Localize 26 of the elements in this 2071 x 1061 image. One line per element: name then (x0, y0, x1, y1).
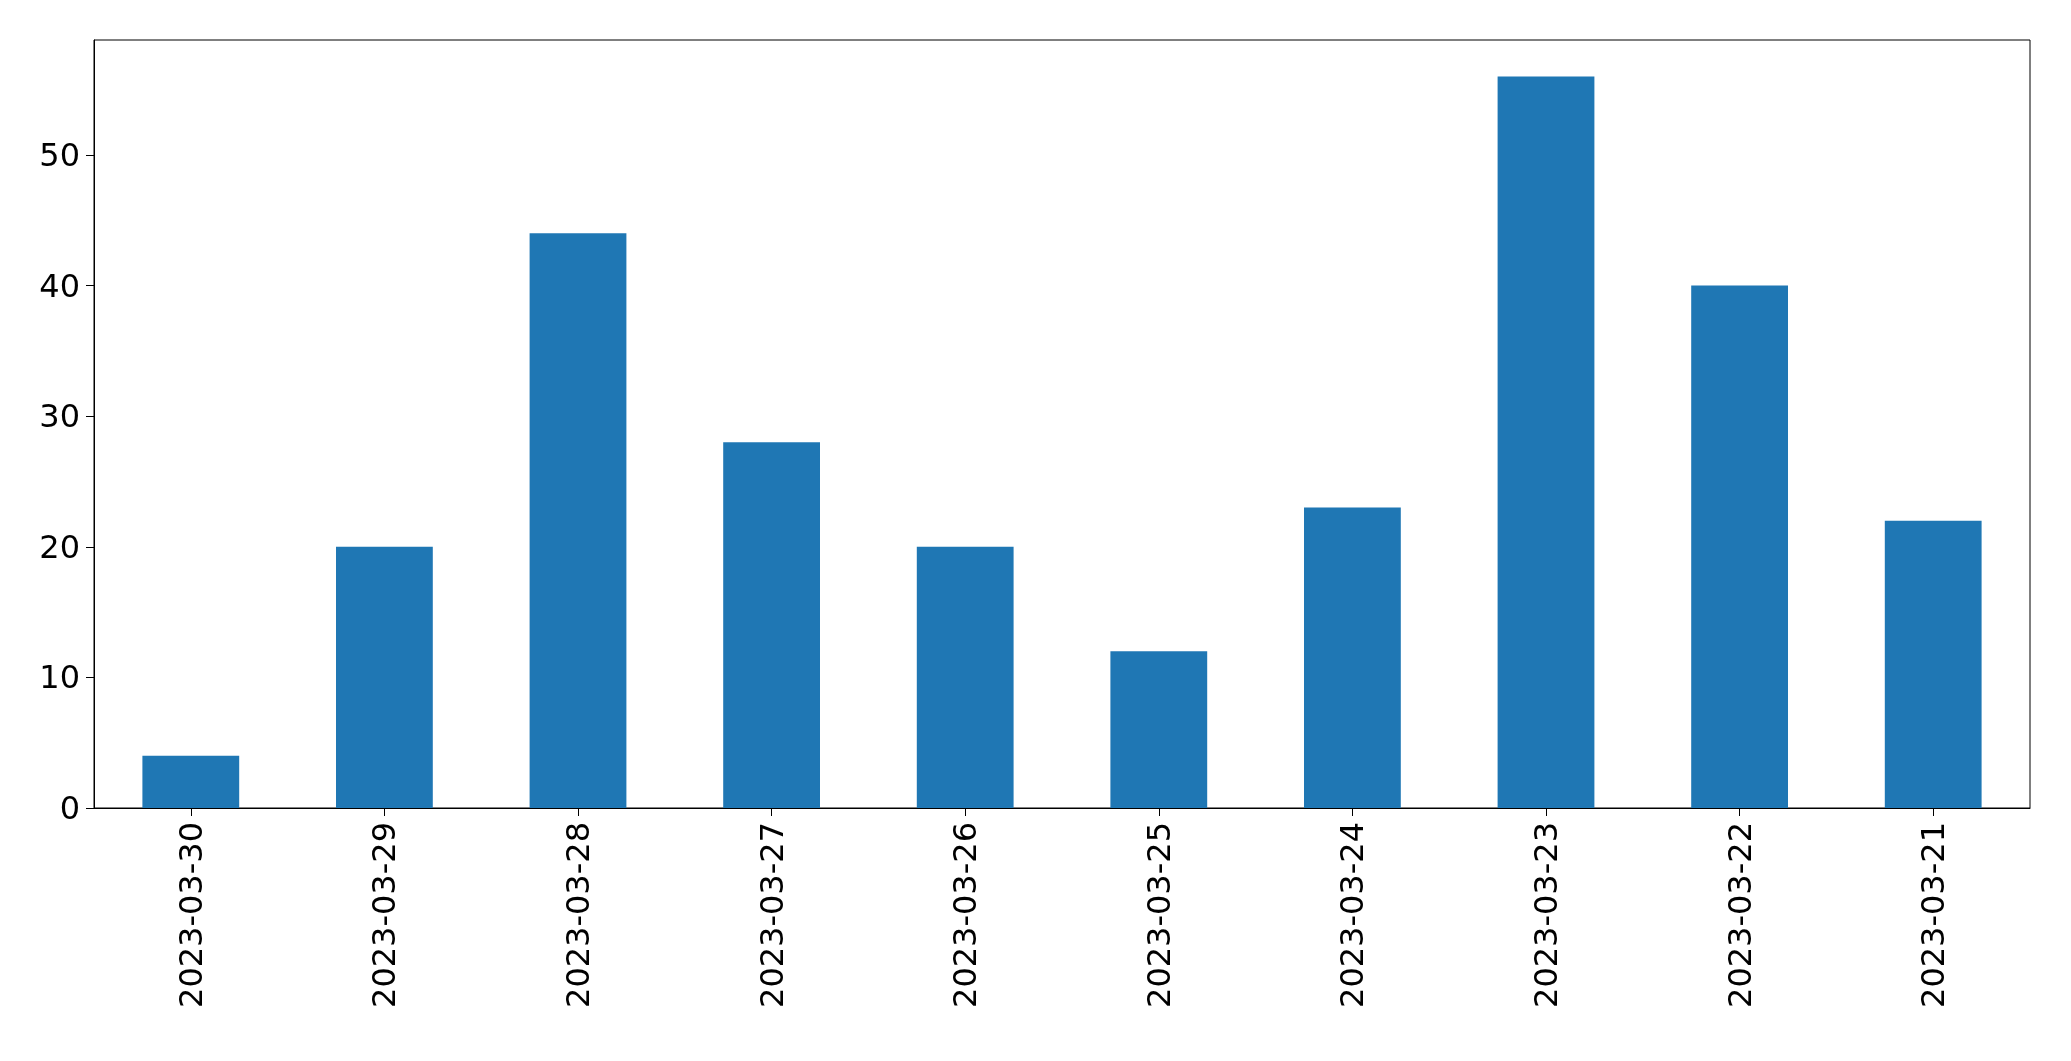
x-tick-label: 2023-03-26 (946, 822, 985, 1008)
y-tick-label: 10 (39, 658, 80, 697)
bar (1110, 651, 1208, 808)
x-tick-label: 2023-03-24 (1333, 822, 1372, 1008)
y-tick-label: 20 (39, 527, 80, 566)
bar (142, 755, 240, 808)
y-tick-label: 30 (39, 397, 80, 436)
y-tick-label: 40 (39, 266, 80, 305)
bar (1691, 285, 1788, 808)
x-tick-label: 2023-03-30 (171, 822, 210, 1008)
y-tick-label: 50 (39, 135, 80, 174)
x-tick-label: 2023-03-25 (1139, 822, 1178, 1008)
bar (529, 233, 627, 808)
bar (336, 546, 433, 808)
bar (1884, 520, 1982, 808)
x-tick-label: 2023-03-27 (752, 822, 791, 1008)
x-tick-label: 2023-03-29 (365, 822, 404, 1008)
bar (1304, 507, 1401, 808)
x-tick-label: 2023-03-23 (1527, 822, 1565, 1008)
x-tick-label: 2023-03-21 (1914, 822, 1953, 1008)
x-tick-label: 2023-03-28 (559, 822, 597, 1008)
y-tick-label: 0 (59, 789, 80, 827)
bar (1497, 76, 1595, 808)
x-tick-label: 2023-03-22 (1720, 822, 1759, 1008)
bar (723, 442, 820, 808)
bar (916, 546, 1014, 808)
